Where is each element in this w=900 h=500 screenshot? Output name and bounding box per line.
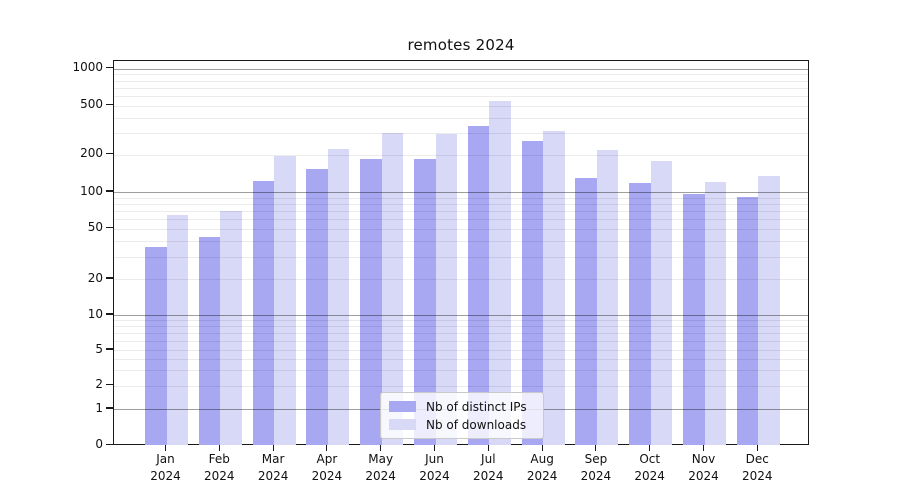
bar-ips-apr bbox=[306, 169, 328, 446]
x-tick-label: May 2024 bbox=[365, 452, 396, 483]
x-tick-label: Oct 2024 bbox=[634, 452, 665, 483]
x-tick bbox=[487, 444, 489, 451]
legend: Nb of distinct IPs Nb of downloads bbox=[380, 392, 544, 439]
bar-downloads-sep bbox=[596, 150, 619, 446]
y-tick-label: 2 bbox=[95, 377, 103, 391]
bar-ips-mar bbox=[252, 180, 275, 446]
x-tick bbox=[702, 444, 705, 451]
x-tick-label: Nov 2024 bbox=[688, 452, 719, 483]
bar-ips-jun bbox=[414, 159, 436, 446]
x-tick-label: Jan 2024 bbox=[150, 452, 181, 483]
bar-downloads-nov bbox=[704, 181, 726, 446]
x-tick bbox=[326, 444, 328, 451]
x-tick-label: Jul 2024 bbox=[473, 452, 504, 483]
x-tick bbox=[756, 444, 758, 451]
bar-downloads-dec bbox=[758, 175, 780, 446]
x-tick bbox=[433, 444, 436, 451]
bar-ips-may bbox=[360, 159, 382, 446]
legend-label: Nb of downloads bbox=[426, 417, 527, 432]
plot-area: Nb of distinct IPs Nb of downloads bbox=[113, 60, 809, 446]
x-tick-label: Aug 2024 bbox=[526, 452, 558, 483]
bar-downloads-apr bbox=[327, 149, 350, 446]
y-tick-label: 10 bbox=[87, 306, 103, 321]
bar-downloads-aug bbox=[543, 130, 565, 446]
bar-ips-feb bbox=[198, 237, 221, 446]
x-tick bbox=[272, 444, 274, 451]
bar-ips-jan bbox=[145, 246, 167, 446]
x-tick-label: Apr 2024 bbox=[311, 452, 343, 483]
bar-downloads-jan bbox=[166, 214, 188, 446]
y-tick-label: 5 bbox=[95, 341, 103, 356]
y-tick bbox=[106, 190, 113, 192]
bar-downloads-oct bbox=[650, 161, 673, 446]
y-tick bbox=[106, 313, 113, 315]
x-tick-label: Mar 2024 bbox=[257, 452, 289, 483]
x-tick bbox=[164, 444, 167, 451]
bar-ips-nov bbox=[683, 194, 705, 446]
bar-downloads-jul bbox=[489, 100, 511, 446]
bar-ips-oct bbox=[629, 182, 651, 446]
bar-downloads-jun bbox=[435, 133, 457, 446]
y-tick bbox=[106, 277, 113, 279]
bars-layer bbox=[114, 61, 808, 446]
chart-title: remotes 2024 bbox=[407, 36, 515, 54]
bar-ips-dec bbox=[736, 197, 759, 446]
y-tick-label: 1000 bbox=[72, 60, 103, 75]
legend-label: Nb of distinct IPs bbox=[426, 399, 527, 414]
legend-item-downloads: Nb of downloads bbox=[389, 416, 534, 433]
y-tick bbox=[106, 383, 113, 386]
bar-downloads-may bbox=[381, 133, 404, 446]
bar-ips-sep bbox=[575, 177, 597, 446]
bar-ips-aug bbox=[521, 141, 544, 446]
x-tick-label: Jun 2024 bbox=[419, 452, 450, 483]
legend-swatch-downloads bbox=[389, 419, 416, 430]
y-tick bbox=[106, 67, 113, 69]
bar-downloads-mar bbox=[274, 155, 296, 446]
y-tick bbox=[106, 227, 113, 229]
x-tick-label: Dec 2024 bbox=[742, 452, 773, 483]
legend-item-distinct-ips: Nb of distinct IPs bbox=[389, 398, 534, 415]
y-tick-label: 100 bbox=[80, 183, 103, 198]
bar-downloads-feb bbox=[220, 210, 242, 446]
y-tick-label: 20 bbox=[87, 270, 103, 285]
x-tick bbox=[380, 444, 382, 451]
legend-swatch-distinct-ips bbox=[389, 401, 416, 412]
y-tick bbox=[106, 348, 113, 350]
y-tick-label: 200 bbox=[80, 146, 103, 161]
y-tick-label: 1 bbox=[95, 400, 103, 415]
y-tick-label: 500 bbox=[80, 97, 103, 112]
y-tick bbox=[106, 153, 113, 155]
x-tick-label: Feb 2024 bbox=[204, 452, 235, 483]
x-tick-label: Sep 2024 bbox=[580, 452, 612, 483]
x-tick bbox=[541, 444, 543, 451]
y-tick bbox=[106, 443, 113, 446]
x-tick bbox=[595, 444, 597, 451]
y-tick-label: 0 bbox=[95, 437, 103, 451]
y-tick-label: 50 bbox=[87, 220, 103, 235]
bar-ips-jul bbox=[467, 125, 490, 446]
x-tick bbox=[649, 444, 651, 451]
x-tick bbox=[218, 444, 220, 451]
y-tick bbox=[106, 407, 113, 409]
y-tick bbox=[106, 104, 113, 106]
